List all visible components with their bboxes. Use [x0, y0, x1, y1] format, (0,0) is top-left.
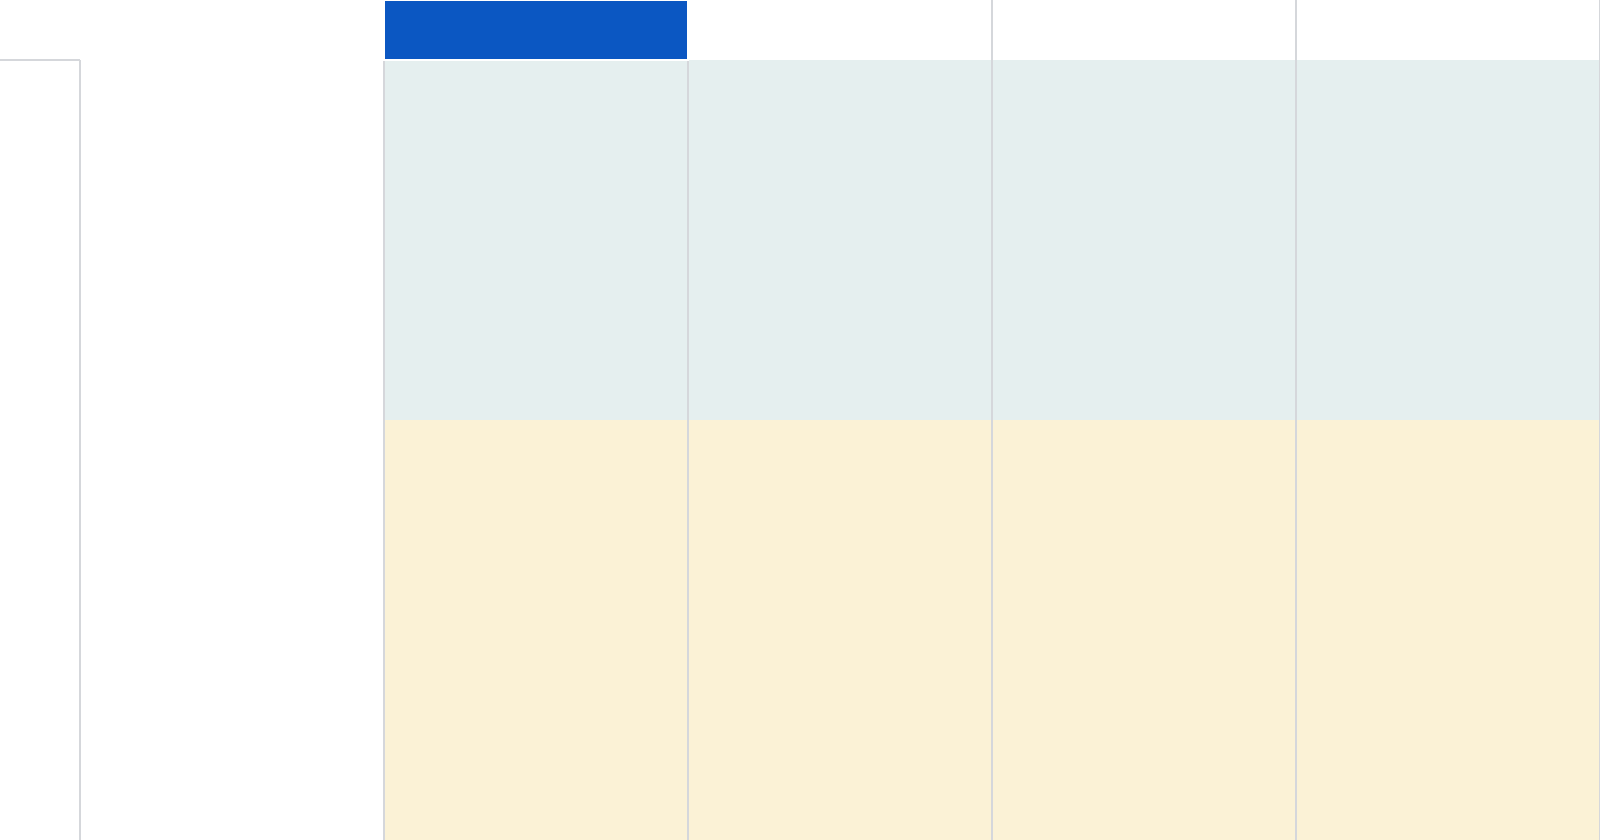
insurance-grade-diagram — [0, 0, 1600, 840]
header-cell — [384, 0, 688, 60]
